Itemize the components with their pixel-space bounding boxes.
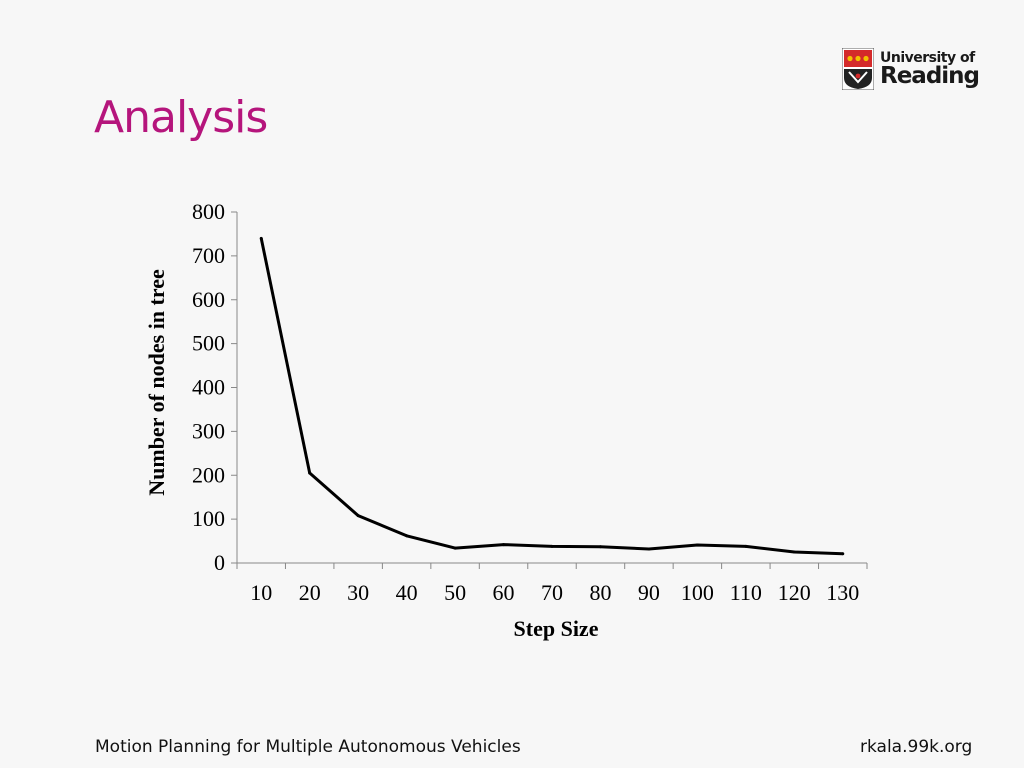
logo-line-2: Reading	[880, 62, 980, 89]
x-tick-label: 20	[299, 580, 321, 605]
data-point	[502, 543, 506, 547]
footer-website: rkala.99k.org	[860, 737, 973, 757]
y-tick-label: 600	[192, 287, 225, 312]
university-logo: University of Reading	[842, 48, 980, 90]
data-point	[792, 550, 796, 554]
y-tick-label: 0	[214, 550, 225, 575]
x-tick-label: 50	[444, 580, 466, 605]
footer-presentation-title: Motion Planning for Multiple Autonomous …	[95, 737, 521, 757]
y-tick-label: 500	[192, 331, 225, 356]
y-tick-label: 800	[192, 199, 225, 224]
x-tick-label: 100	[681, 580, 714, 605]
y-tick-label: 300	[192, 418, 225, 443]
data-point	[356, 514, 360, 518]
x-tick-label: 70	[541, 580, 563, 605]
x-tick-label: 40	[396, 580, 418, 605]
data-point	[259, 236, 263, 240]
series-line	[259, 238, 843, 556]
x-tick-label: 80	[589, 580, 611, 605]
line-chart: 0 100 200 300 400 500 600 700 800 10 20 30 40 50 60 70 8…	[144, 199, 868, 641]
data-point	[744, 544, 748, 548]
data-point	[405, 534, 409, 538]
data-point	[647, 547, 651, 551]
y-tick-label: 400	[192, 375, 225, 400]
x-tick-label: 10	[250, 580, 272, 605]
y-tick-label: 100	[192, 506, 225, 531]
data-point	[453, 546, 457, 550]
x-tick-label: 130	[826, 580, 859, 605]
y-tick-label: 700	[192, 243, 225, 268]
x-tick-label: 110	[730, 580, 762, 605]
logo-line-1: University of	[880, 49, 975, 66]
data-point	[308, 471, 312, 475]
data-point	[695, 543, 699, 547]
data-point	[841, 552, 845, 556]
x-tick-label: 90	[638, 580, 660, 605]
x-tick-label: 60	[493, 580, 515, 605]
x-axis-title: Step Size	[514, 616, 599, 641]
x-tick-label: 120	[778, 580, 811, 605]
data-point	[598, 545, 602, 549]
reading-shield-icon	[842, 48, 874, 90]
x-tick-label: 30	[347, 580, 369, 605]
data-point	[550, 544, 554, 548]
slide-title: Analysis	[94, 92, 268, 143]
y-axis-title: Number of nodes in tree	[144, 269, 169, 496]
y-tick-label: 200	[192, 462, 225, 487]
